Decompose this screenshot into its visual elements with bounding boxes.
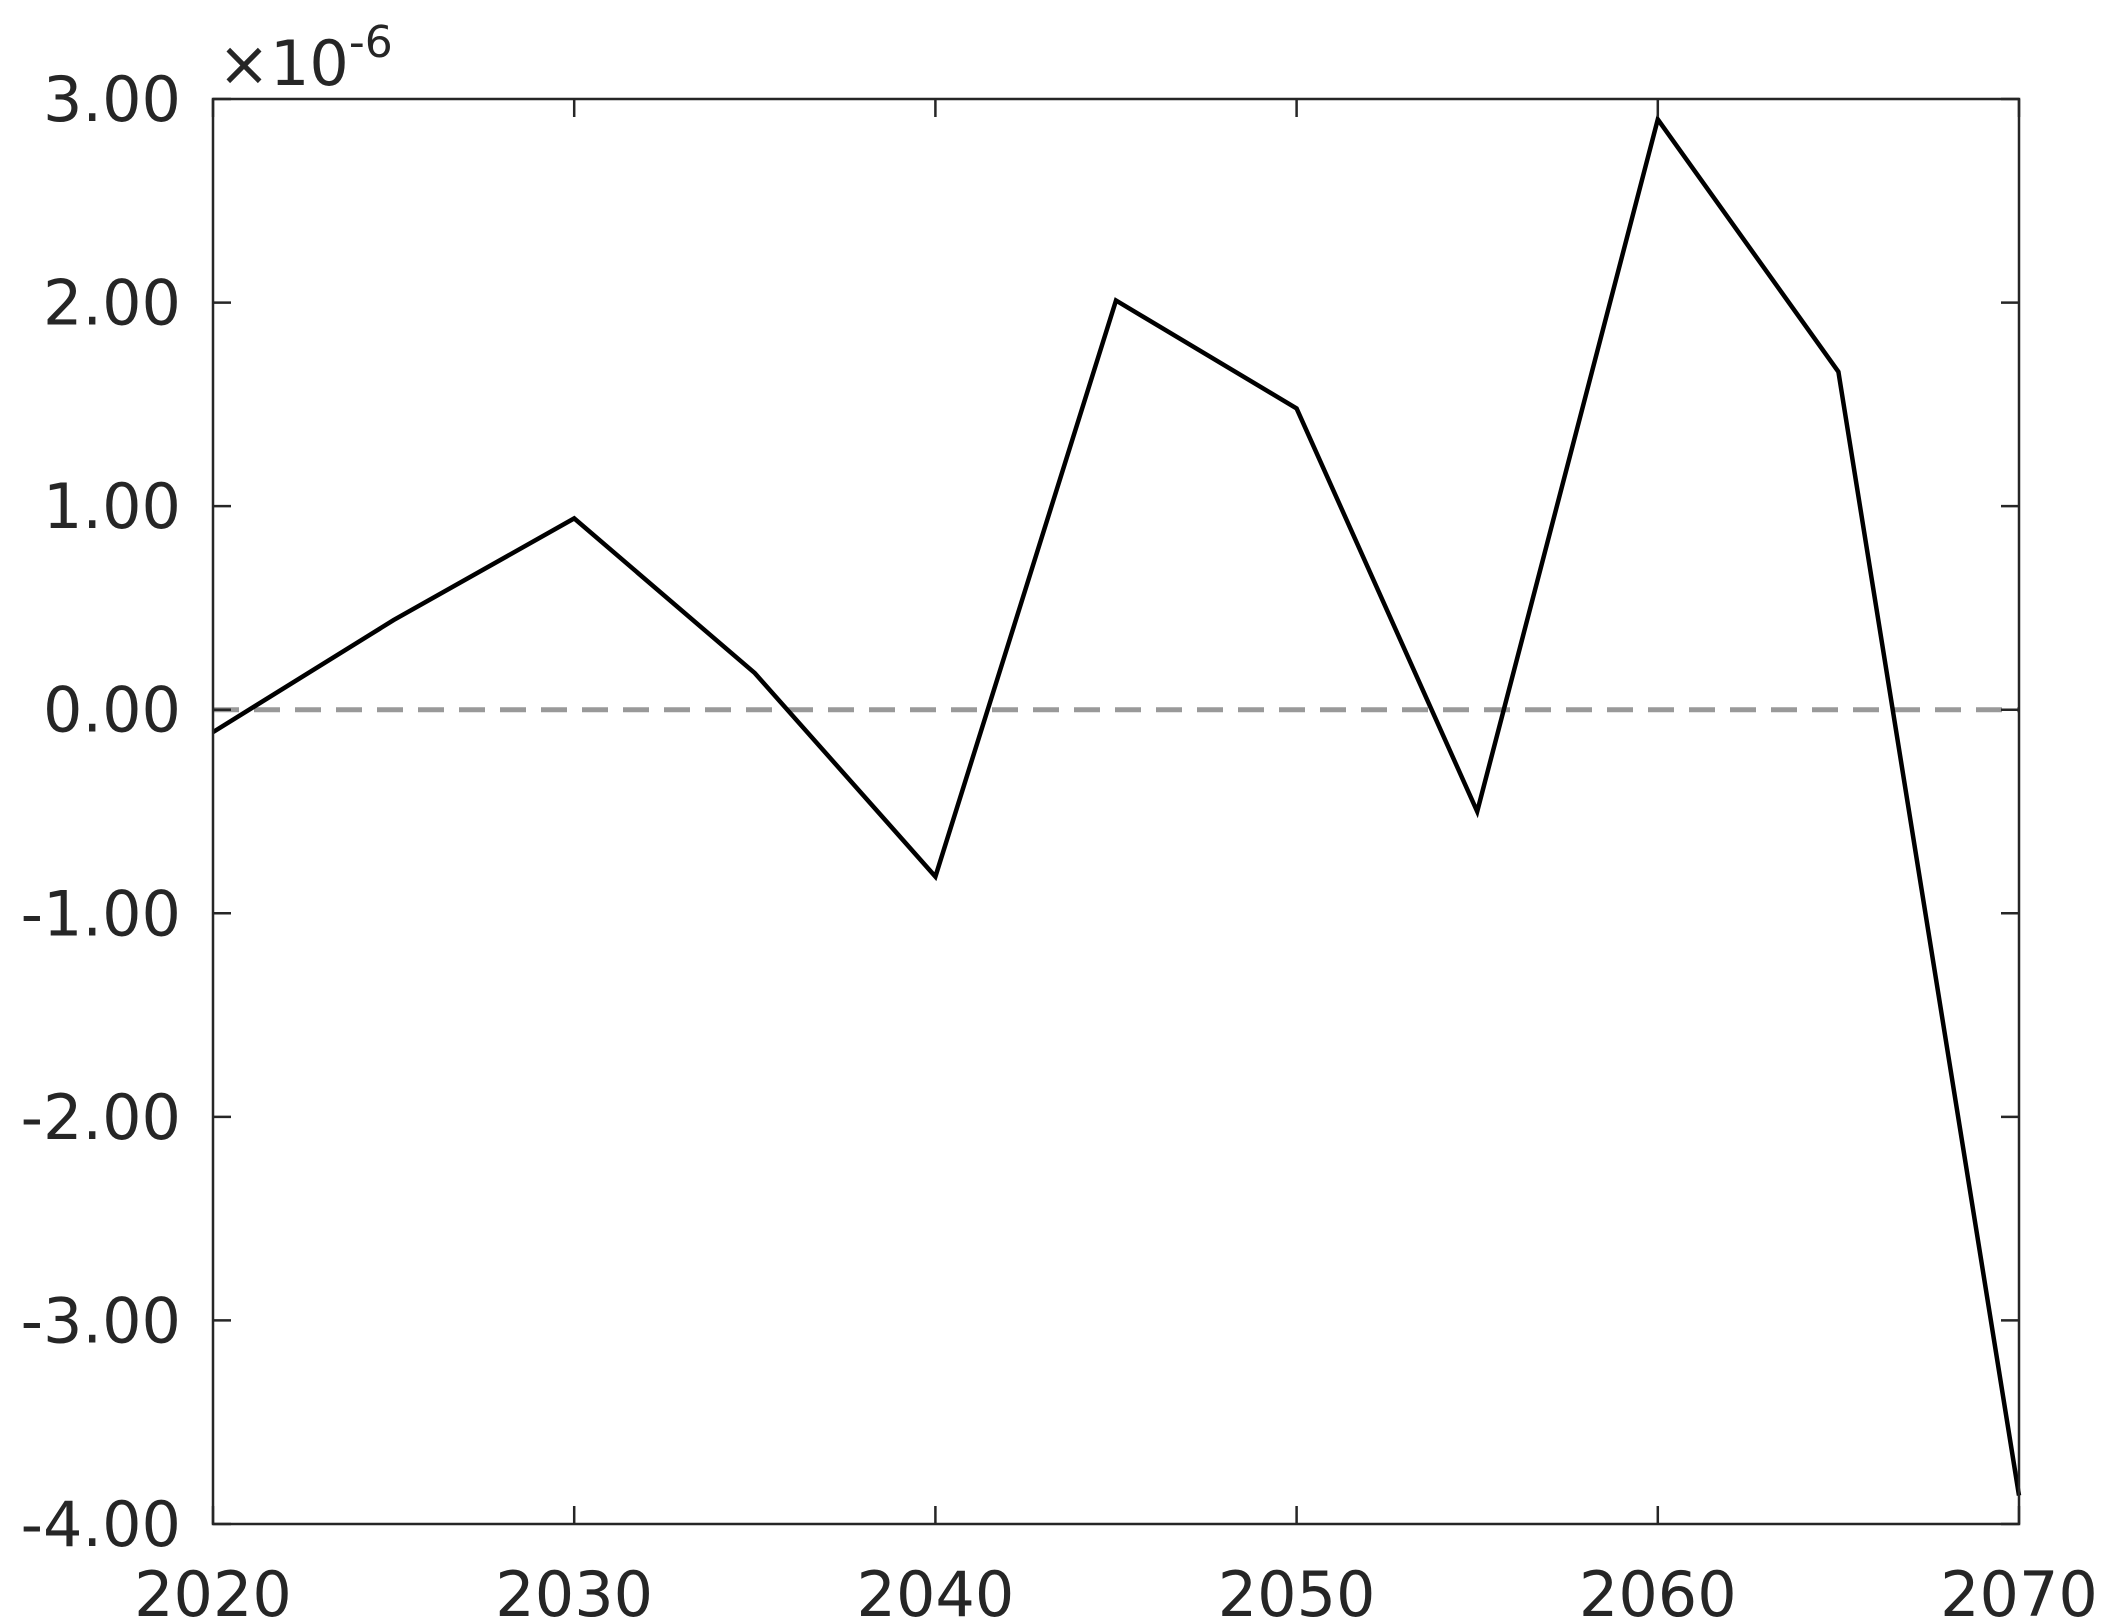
y-tick-label: 1.00 xyxy=(43,470,181,543)
y-tick-label: 3.00 xyxy=(43,63,181,136)
x-tick-label: 2030 xyxy=(495,1558,653,1622)
y-exponent-label: ×10-6 xyxy=(218,17,393,100)
x-tick-label: 2070 xyxy=(1940,1558,2098,1622)
y-tick-label: -3.00 xyxy=(21,1284,181,1357)
x-axis: 2020 2030 2040 2050 2060 2070 xyxy=(134,99,2098,1622)
series-line-0 xyxy=(211,114,2022,1496)
x-tick-label: 2060 xyxy=(1579,1558,1737,1622)
axes-frame xyxy=(211,97,2021,1526)
x-tick-label: 2040 xyxy=(857,1558,1015,1622)
plot-area xyxy=(211,97,2022,1526)
y-axis: 3.00 2.00 1.00 0.00 -1.00 -2.00 -3.00 -4.00 xyxy=(21,63,2019,1561)
y-tick-label: -4.00 xyxy=(21,1488,181,1561)
y-tick-label: 0.00 xyxy=(43,674,181,747)
y-exponent-prefix: ×10 xyxy=(218,27,349,100)
y-exponent-power: -6 xyxy=(349,17,393,68)
x-tick-label: 2050 xyxy=(1218,1558,1376,1622)
y-tick-label: 2.00 xyxy=(43,267,181,340)
x-tick-label: 2020 xyxy=(134,1558,292,1622)
y-tick-label: -1.00 xyxy=(21,877,181,950)
y-tick-label: -2.00 xyxy=(21,1081,181,1154)
